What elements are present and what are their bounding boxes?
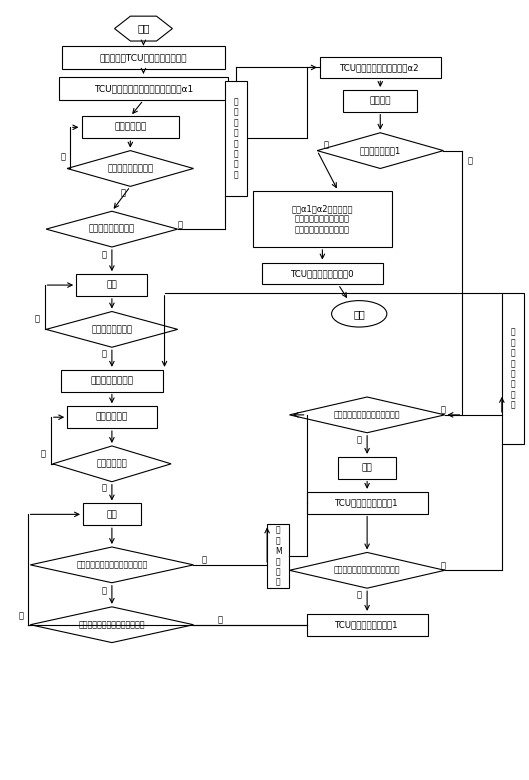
FancyBboxPatch shape (307, 614, 427, 636)
FancyBboxPatch shape (225, 80, 247, 196)
Text: 是: 是 (441, 561, 446, 570)
Text: 否: 否 (35, 314, 40, 323)
Text: 摘挡: 摘挡 (106, 281, 117, 289)
Text: 调速是否完成: 调速是否完成 (96, 459, 127, 468)
Text: 否: 否 (40, 449, 45, 458)
Text: 传感器故障码＝1: 传感器故障码＝1 (360, 146, 401, 155)
FancyBboxPatch shape (67, 406, 157, 428)
Text: TCU将传感器故障码置1: TCU将传感器故障码置1 (335, 498, 399, 507)
Text: 进
入
正
常
换
挡
流
程: 进 入 正 常 换 挡 流 程 (234, 98, 239, 179)
Text: 判断是否有换挡信号: 判断是否有换挡信号 (107, 164, 153, 173)
FancyBboxPatch shape (320, 57, 441, 78)
Text: TCU将传感器故障码置1: TCU将传感器故障码置1 (335, 620, 399, 629)
FancyBboxPatch shape (61, 370, 163, 392)
Text: 否: 否 (357, 435, 362, 445)
FancyBboxPatch shape (253, 191, 392, 247)
Text: 等待换挡信号: 等待换挡信号 (114, 122, 147, 132)
Text: 是: 是 (324, 140, 329, 149)
Polygon shape (46, 211, 178, 247)
FancyBboxPatch shape (502, 292, 524, 445)
Polygon shape (30, 547, 194, 583)
Text: 开始: 开始 (137, 23, 150, 34)
FancyBboxPatch shape (343, 90, 417, 112)
Ellipse shape (332, 300, 387, 327)
Text: 否: 否 (357, 590, 362, 600)
Text: TCU记录当前位移传感器值α2: TCU记录当前位移传感器值α2 (341, 63, 420, 72)
FancyBboxPatch shape (262, 263, 383, 284)
Polygon shape (53, 446, 171, 482)
FancyBboxPatch shape (76, 275, 148, 296)
Text: 驱动电机调速: 驱动电机调速 (96, 413, 128, 422)
Text: 是: 是 (178, 220, 183, 229)
FancyBboxPatch shape (83, 503, 141, 525)
Text: 否: 否 (61, 152, 66, 161)
Polygon shape (317, 133, 443, 168)
Polygon shape (67, 151, 194, 186)
Text: 挂档完成: 挂档完成 (370, 97, 391, 105)
Text: 是: 是 (217, 615, 222, 625)
FancyBboxPatch shape (307, 492, 427, 513)
Text: 判断是否第一次换挡: 判断是否第一次换挡 (89, 225, 135, 234)
Text: 判断是否到空挡位: 判断是否到空挡位 (92, 325, 132, 334)
Text: 是: 是 (202, 555, 206, 565)
Text: 否: 否 (19, 611, 23, 620)
Text: 否: 否 (467, 156, 472, 165)
Text: 挂档: 挂档 (106, 510, 117, 519)
Text: 是: 是 (102, 349, 106, 359)
Text: 延
迟
M
的
时
间: 延 迟 M 的 时 间 (275, 526, 281, 587)
Text: 汽车启动，TCU上电并完成初始化: 汽车启动，TCU上电并完成初始化 (100, 53, 187, 62)
FancyBboxPatch shape (267, 524, 289, 588)
Text: 否: 否 (102, 250, 106, 259)
Text: 利用α1和α2标定传感器
输出信号；修正控制程序
中对应档位在档判断范围: 利用α1和α2标定传感器 输出信号；修正控制程序 中对应档位在档判断范围 (291, 204, 353, 234)
FancyBboxPatch shape (62, 46, 225, 69)
Text: 判断是否产生换挡电机堵转信号: 判断是否产生换挡电机堵转信号 (79, 620, 145, 629)
Text: 否: 否 (102, 586, 106, 595)
Polygon shape (30, 607, 194, 643)
Polygon shape (114, 16, 172, 41)
FancyBboxPatch shape (338, 457, 396, 479)
Polygon shape (46, 311, 178, 347)
Text: 结束: 结束 (353, 309, 365, 319)
Text: 判断是否产生换挡电机堵转信号: 判断是否产生换挡电机堵转信号 (334, 566, 400, 575)
FancyBboxPatch shape (81, 116, 179, 138)
Text: TCU记录当前档位的位移传感器值α1: TCU记录当前档位的位移传感器值α1 (94, 84, 193, 93)
Text: TCU将传感器故障码置0: TCU将传感器故障码置0 (290, 269, 354, 278)
Text: 换
挡
电
机
停
止
工
作: 换 挡 电 机 停 止 工 作 (510, 328, 515, 410)
FancyBboxPatch shape (59, 76, 227, 100)
Text: 通过传感器判断是否挂到目标档位: 通过传感器判断是否挂到目标档位 (76, 560, 148, 569)
Text: 是: 是 (441, 406, 446, 415)
Text: 是: 是 (121, 188, 126, 197)
Polygon shape (289, 552, 445, 588)
Text: 换挡电机停止工作: 换挡电机停止工作 (90, 376, 133, 385)
Text: 挂档: 挂档 (362, 463, 372, 472)
Text: 判断是否产生换挡电机堵转信号: 判断是否产生换挡电机堵转信号 (334, 410, 400, 420)
Text: 是: 是 (102, 484, 106, 492)
Polygon shape (289, 397, 445, 433)
